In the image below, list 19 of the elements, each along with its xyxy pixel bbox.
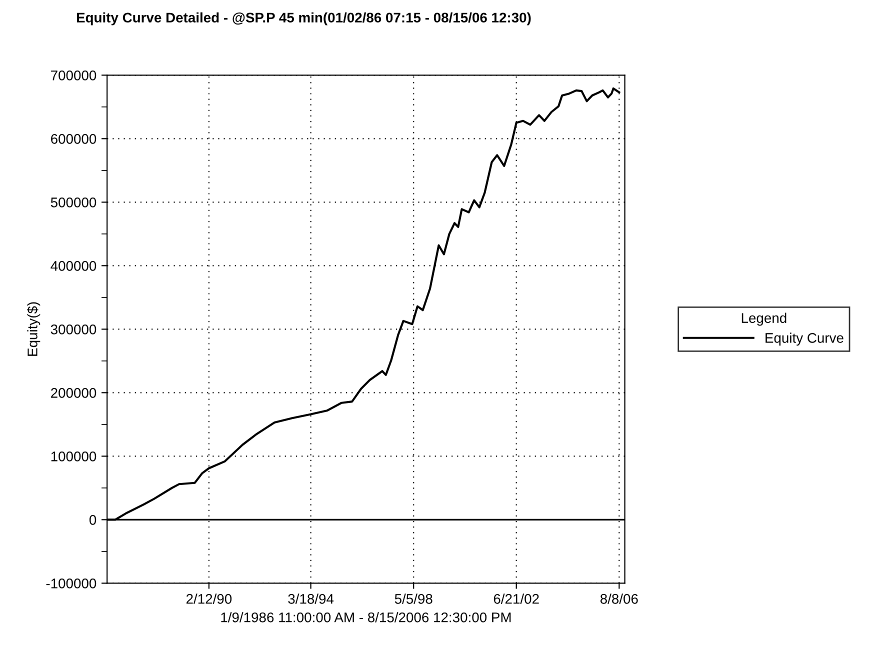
- legend-title: Legend: [742, 312, 786, 326]
- x-tick-label: 5/5/98: [394, 594, 432, 604]
- y-tick-label: 100000: [51, 452, 96, 462]
- legend-label: Equity Curve: [766, 332, 844, 346]
- y-axis-title: Equity($): [26, 302, 40, 356]
- x-tick-label: 2/12/90: [186, 594, 232, 604]
- x-tick-label: 6/21/02: [494, 594, 539, 604]
- y-tick-label: 400000: [50, 261, 96, 271]
- y-tick-label: 200000: [51, 388, 96, 398]
- y-tick-label: 0: [89, 515, 96, 525]
- y-tick-label: 300000: [50, 324, 96, 334]
- chart-title: Equity Curve Detailed - @SP.P 45 min(01/02/86 07:15 - 08/15/06 12:30): [76, 12, 531, 26]
- x-axis-title: 1/9/1986 11:00:00 AM - 8/15/2006 12:30:00 PM: [221, 612, 511, 622]
- x-tick-label: 8/8/06: [600, 594, 638, 604]
- y-tick-label: -100000: [46, 578, 96, 588]
- y-tick-label: 700000: [51, 70, 96, 80]
- y-tick-label: 600000: [51, 134, 96, 144]
- y-tick-label: 500000: [50, 198, 96, 208]
- x-tick-label: 3/18/94: [288, 594, 334, 604]
